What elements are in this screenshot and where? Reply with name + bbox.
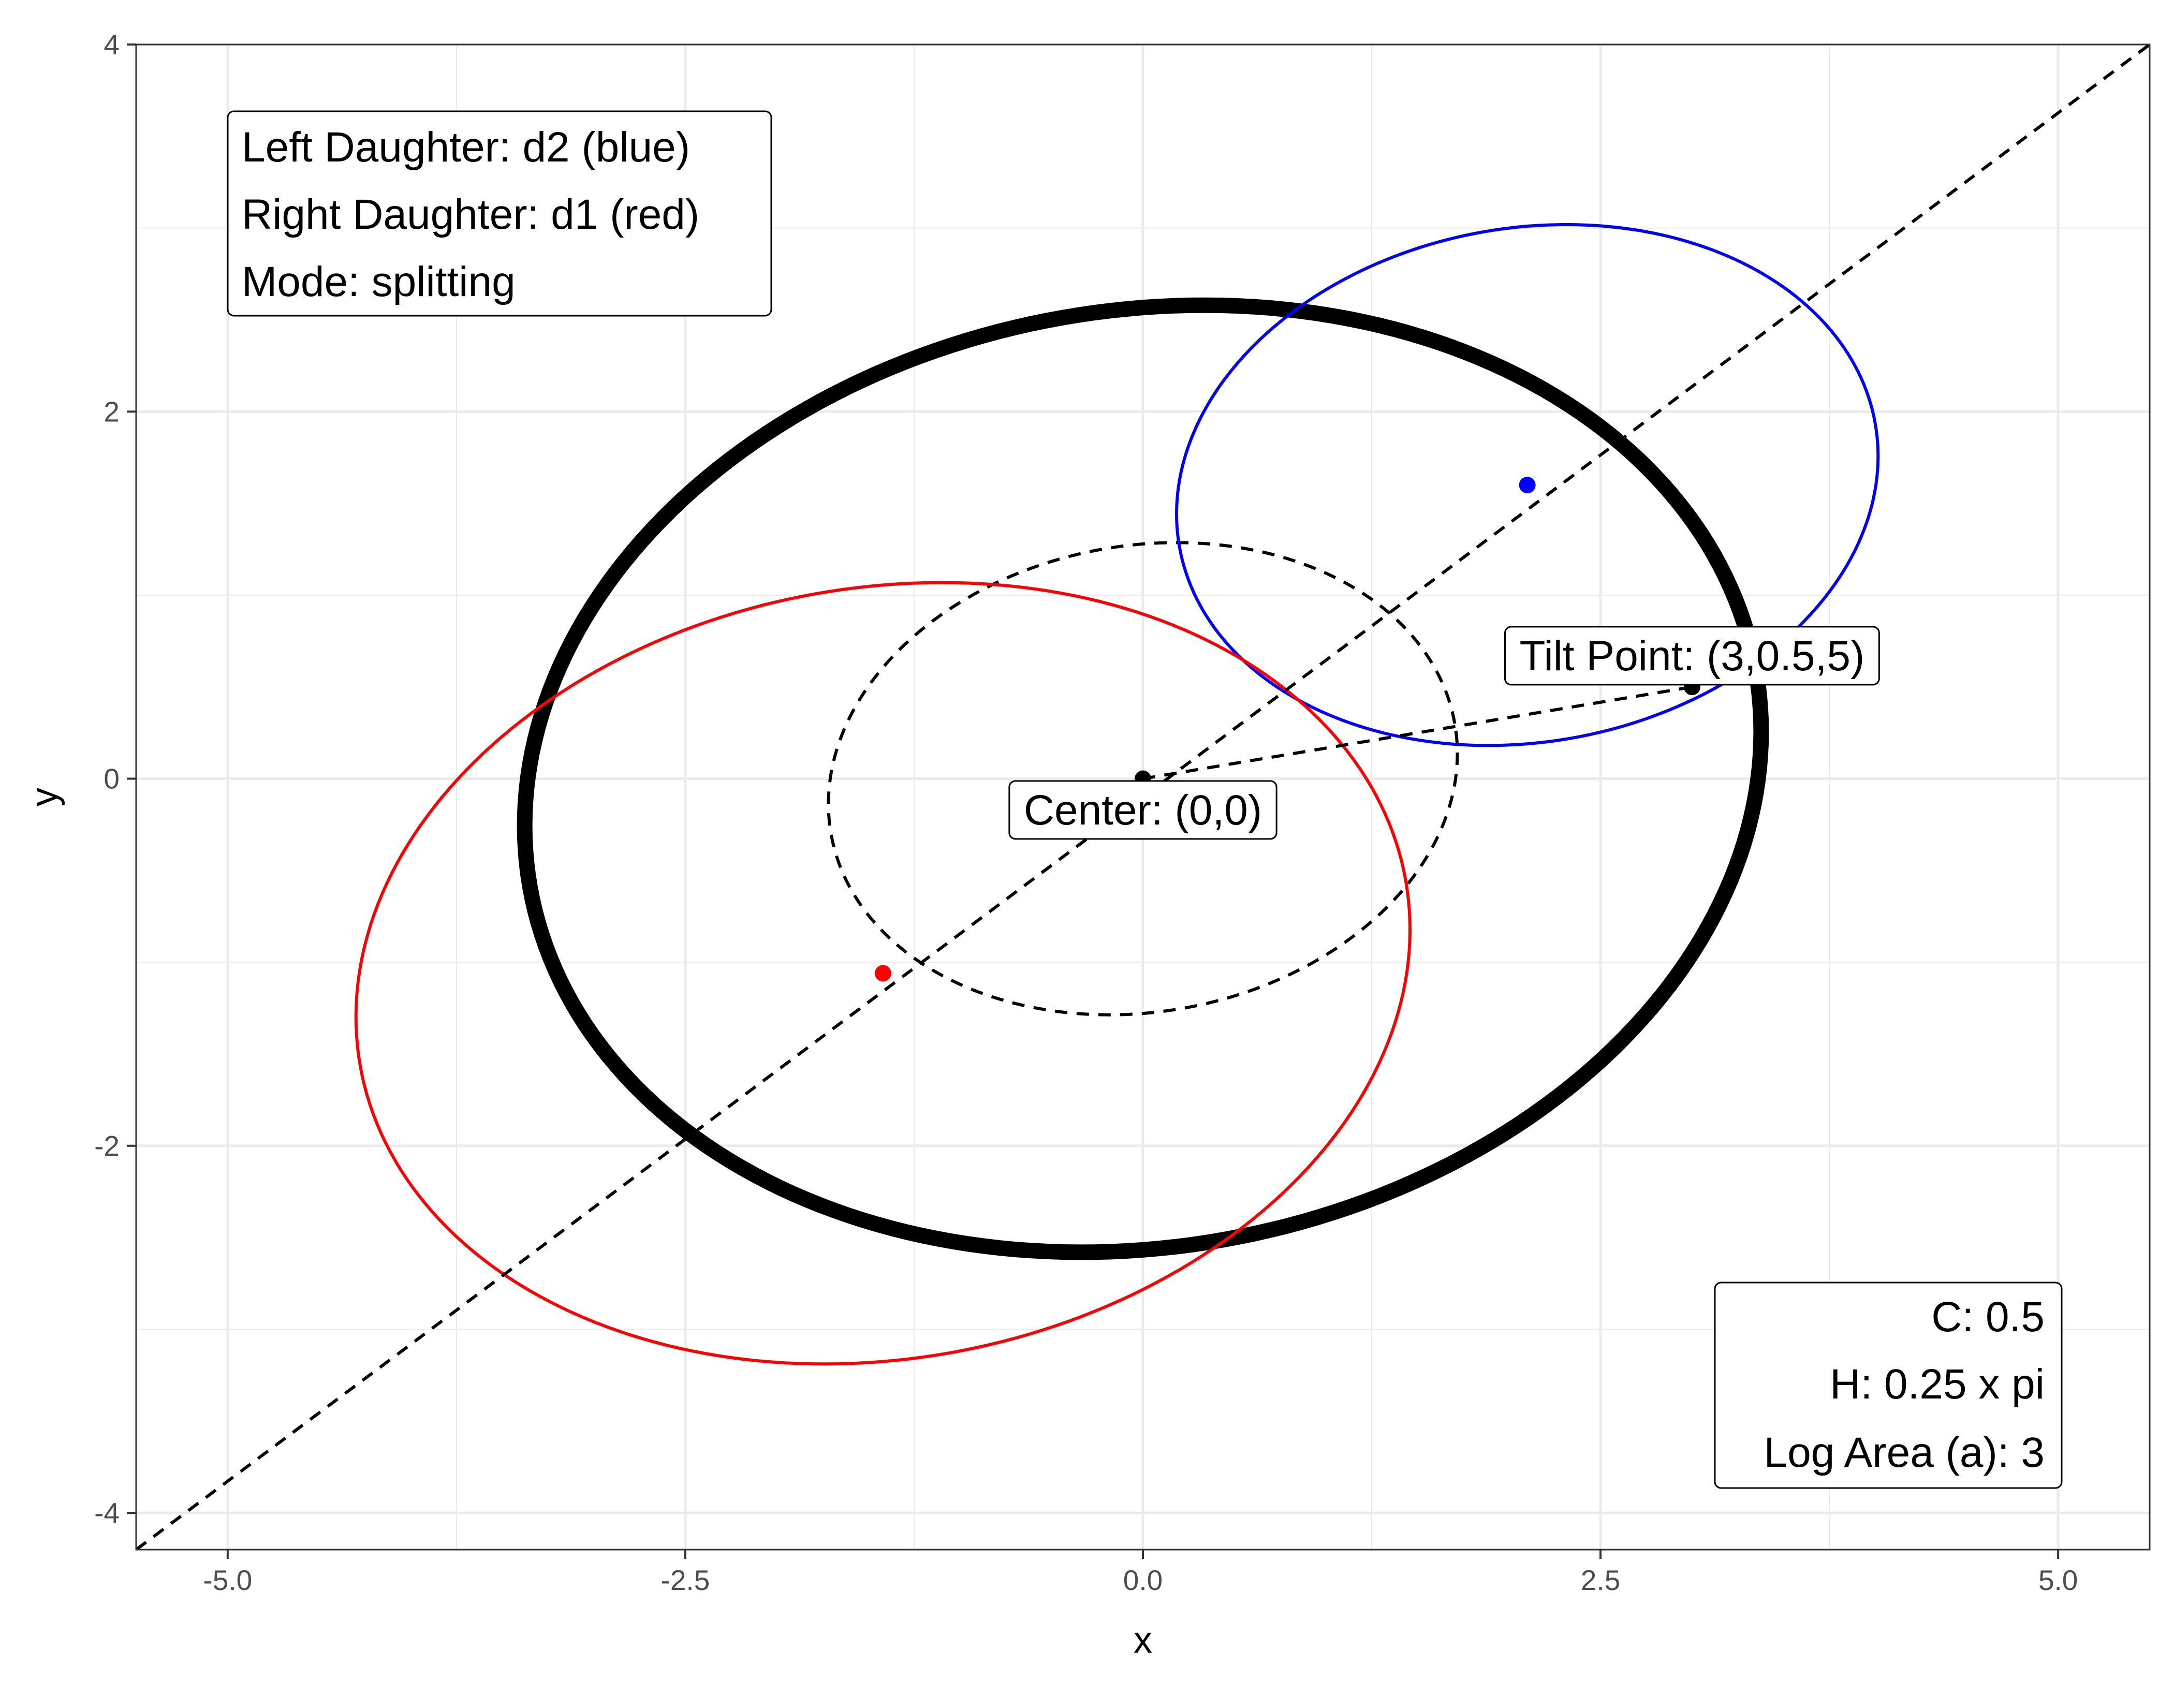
- x-tick-label: 5.0: [2038, 1564, 2078, 1596]
- label-text: Center: (0,0): [1024, 787, 1262, 834]
- x-tick-label: 2.5: [1581, 1564, 1620, 1596]
- info-mode: Mode: splitting: [242, 258, 516, 305]
- tilt-point-label: Tilt Point: (3,0.5,5): [1504, 626, 1880, 686]
- x-tick-label: -5.0: [203, 1564, 252, 1596]
- y-tick-label: -2: [94, 1130, 120, 1162]
- y-tick-label: 0: [104, 763, 120, 795]
- center-label: Center: (0,0): [1008, 780, 1277, 840]
- plot-area: [136, 45, 2150, 1550]
- y-tick-label: 2: [104, 395, 120, 428]
- x-tick-label: 0.0: [1123, 1564, 1163, 1596]
- ellipse-parent: [517, 297, 1769, 1260]
- plot-marks: [136, 45, 2150, 1550]
- data-point: [1519, 477, 1536, 494]
- y-tick-label: -4: [94, 1497, 120, 1529]
- y-axis-title: y: [24, 788, 65, 806]
- split-axis-line: [136, 45, 2150, 1550]
- axes: -5.0 -2.5 0.0 2.5 5.0 -4 -2 0 2 4: [94, 28, 2078, 1596]
- info-h: H: 0.25 x pi: [1830, 1361, 2045, 1408]
- info-c: C: 0.5: [1931, 1293, 2045, 1341]
- info-right-daughter: Right Daughter: d1 (red): [242, 191, 699, 238]
- label-frame: [1504, 626, 1880, 686]
- label-frame: [1008, 780, 1277, 840]
- tilt-line: [1142, 685, 1693, 781]
- info-left-daughter: Left Daughter: d2 (blue): [242, 124, 690, 171]
- label-text: Tilt Point: (3,0.5,5): [1519, 632, 1864, 680]
- annotation-labels: Center: (0,0) Tilt Point: (3,0.5,5): [1008, 626, 1880, 840]
- y-tick-label: 4: [104, 28, 120, 61]
- info-box-left-frame: [227, 110, 772, 317]
- data-point: [874, 965, 891, 982]
- info-box-right-frame: [1714, 1282, 2063, 1489]
- info-log-area: Log Area (a): 3: [1764, 1429, 2045, 1476]
- ellipse-inner: [827, 541, 1459, 1017]
- x-tick-label: -2.5: [661, 1564, 710, 1596]
- info-box-right: C: 0.5 H: 0.25 x pi Log Area (a): 3: [1714, 1282, 2063, 1489]
- info-box-left: Left Daughter: d2 (blue) Right Daughter:…: [227, 110, 772, 317]
- x-axis-title: x: [1134, 1619, 1152, 1661]
- ellipse-d1: [354, 581, 1412, 1366]
